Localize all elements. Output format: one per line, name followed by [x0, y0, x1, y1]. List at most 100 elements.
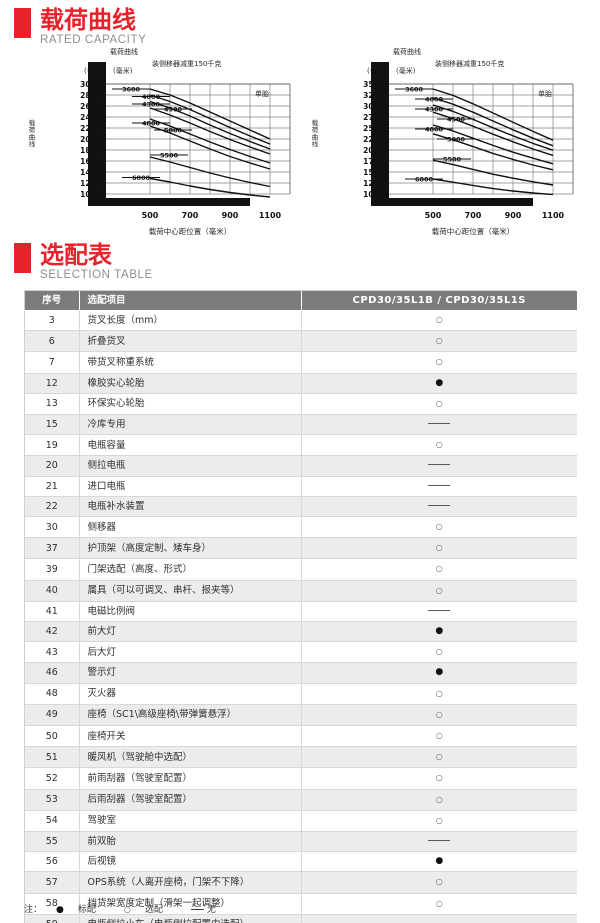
table-row: 59电瓶侧拉小车（电瓶侧拉配置中选配）	[25, 914, 577, 923]
series-curve-4300	[149, 100, 271, 150]
ytick-label: 3250	[363, 91, 384, 100]
cell-availability	[301, 476, 577, 497]
table-header-row: 序号 选配项目 CPD30/35L1B / CPD30/35L1S	[25, 291, 577, 310]
table-row: 57 OPS系统（人离开座椅，门架不下降） ○	[25, 871, 577, 894]
cell-availability: ○	[301, 310, 577, 332]
cell-item: OPS系统（人离开座椅，门架不下降）	[79, 871, 302, 894]
xtick-label: 700	[182, 211, 199, 220]
series-label-4800: 4800	[142, 120, 161, 128]
cell-item: 座椅开关	[79, 725, 302, 748]
dash-icon	[428, 484, 451, 486]
chart-xtick-labels: 500 700 900 1100	[142, 211, 282, 220]
cell-no: 40	[25, 580, 80, 602]
cell-item: 进口电瓶	[79, 476, 302, 497]
hollow-circle-icon: ○	[123, 905, 131, 914]
cell-no: 22	[25, 496, 80, 518]
series-curve-4000	[432, 97, 554, 147]
series-label-5500: 5500	[443, 156, 462, 164]
series-label-5500: 5500	[160, 152, 179, 160]
chart-annotation-tire: 单胎	[538, 89, 552, 98]
cell-availability: ○	[301, 871, 577, 894]
cell-availability: ○	[301, 810, 577, 833]
cell-item: 电磁比例阀	[79, 601, 302, 623]
series-label-4300: 4300	[142, 101, 161, 109]
cell-item: 前大灯	[79, 621, 302, 643]
cell-item: 后大灯	[79, 641, 302, 664]
cell-item: 暖风机（驾驶舱中选配）	[79, 746, 302, 769]
cell-no: 13	[25, 393, 80, 416]
chart-xaxis-unit: (毫米)	[113, 66, 133, 75]
ytick-label: 3000	[363, 102, 384, 111]
cell-availability	[301, 414, 577, 436]
series-curve-6000	[149, 177, 271, 198]
cell-no: 42	[25, 621, 80, 643]
cell-availability: ○	[301, 434, 577, 457]
table-row: 41 电磁比例阀	[25, 601, 577, 623]
hollow-circle-icon: ○	[435, 794, 443, 804]
cell-item: 电瓶侧拉小车（电瓶侧拉配置中选配）	[79, 914, 302, 923]
ytick-label: 1600	[80, 157, 101, 166]
table-row: 39 门架选配（高度、形式） ○	[25, 558, 577, 581]
chart-gridlines	[389, 83, 573, 195]
cell-item: 折叠货叉	[79, 330, 302, 353]
chart-title: 载荷曲线	[110, 47, 138, 56]
cell-item: 电瓶补水装置	[79, 496, 302, 518]
series-curve-5000	[432, 133, 554, 171]
table-row: 48 灭火器 ○	[25, 683, 577, 705]
xtick-label: 1100	[259, 211, 282, 220]
chart-xtick-labels: 500 700 900 1100	[425, 211, 565, 220]
cell-item: 前双胎	[79, 831, 302, 853]
cell-item: 门架选配（高度、形式）	[79, 558, 302, 581]
table-row: 43 后大灯 ○	[25, 641, 577, 664]
legend-optional: ○ 选配	[124, 905, 177, 915]
cell-no: 54	[25, 810, 80, 833]
cell-item: 驾驶室	[79, 810, 302, 833]
series-label-4300: 4300	[425, 106, 444, 114]
table-row: 51 暖风机（驾驶舱中选配） ○	[25, 746, 577, 769]
cell-no: 37	[25, 537, 80, 560]
cell-availability	[301, 455, 577, 477]
cell-availability: ○	[301, 351, 577, 374]
cell-availability: ○	[301, 725, 577, 748]
cell-item: 带货叉称重系统	[79, 351, 302, 374]
series-label-4000: 4000	[425, 96, 444, 104]
ytick-label: 1250	[363, 179, 384, 188]
section-accent-bar	[14, 8, 31, 38]
series-curve-3600	[149, 88, 271, 140]
cell-no: 7	[25, 351, 80, 374]
series-label-6000: 6000	[415, 176, 434, 184]
ytick-label: 2500	[363, 124, 384, 133]
column-header-item: 选配项目	[79, 291, 302, 310]
ytick-label: 2600	[80, 102, 101, 111]
table-row: 7 带货叉称重系统 ○	[25, 351, 577, 374]
table-row: 40 属具（可以可调叉、串杆、报夹等） ○	[25, 580, 577, 602]
xtick-label: 500	[425, 211, 442, 220]
table-row: 50 座椅开关 ○	[25, 725, 577, 748]
legend-none: 无	[190, 905, 230, 915]
cell-no: 48	[25, 683, 80, 705]
table-row: 46 警示灯 ●	[25, 662, 577, 684]
mast-silhouette	[88, 62, 250, 206]
table-row: 49 座椅（SC1\高级座椅\带弹簧悬浮） ○	[25, 704, 577, 727]
ytick-label: 2800	[80, 91, 101, 100]
ytick-label: 2400	[80, 113, 101, 122]
cell-availability: ●	[301, 621, 577, 643]
chart-title: 载荷曲线	[393, 47, 421, 56]
cell-availability: ○	[301, 580, 577, 602]
ytick-label: 2250	[363, 135, 384, 144]
table-row: 13 环保实心轮胎 ○	[25, 393, 577, 416]
dash-icon	[428, 464, 451, 466]
cell-item: 灭火器	[79, 683, 302, 705]
table-row: 56 后视镜 ●	[25, 851, 577, 873]
dash-icon	[428, 840, 451, 842]
xtick-label: 900	[505, 211, 522, 220]
xtick-label: 500	[142, 211, 159, 220]
hollow-circle-icon: ○	[435, 315, 443, 324]
hollow-circle-icon: ○	[435, 752, 443, 762]
table-row: 21 进口电瓶	[25, 476, 577, 497]
series-curve-5500	[432, 159, 554, 186]
series-curve-5000	[149, 125, 271, 170]
cell-item: 货叉长度（mm）	[79, 310, 302, 332]
column-header-no: 序号	[25, 291, 80, 310]
